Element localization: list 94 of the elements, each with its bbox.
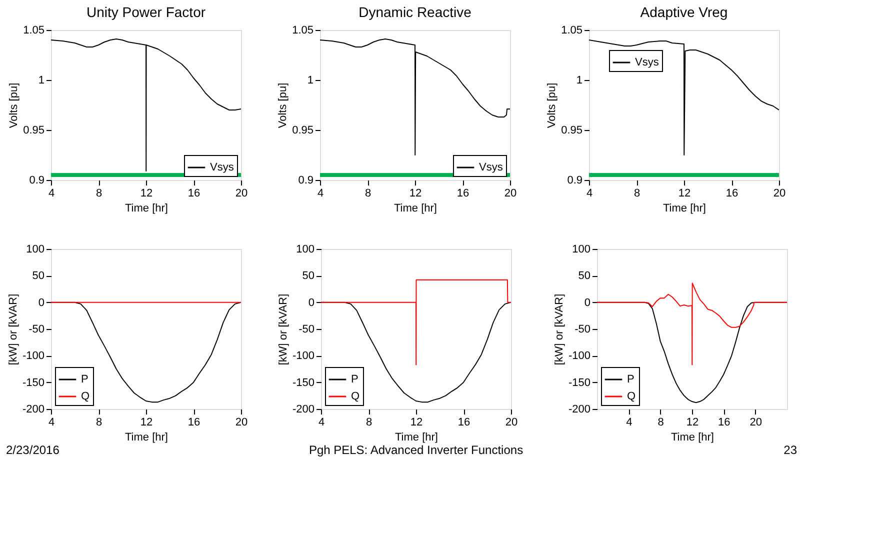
x-tick-label: 16: [726, 188, 738, 200]
x-tick-label: 4: [318, 416, 325, 428]
y-tick-label: 0: [308, 296, 314, 309]
legend-label: Vsys: [210, 162, 234, 174]
legend-label: Q: [627, 390, 636, 402]
y-tick-label: 0: [584, 296, 590, 309]
legend-label: Vsys: [635, 56, 660, 68]
line-series: [597, 282, 787, 366]
legend-label: P: [81, 374, 88, 386]
x-tick-label: 4: [626, 416, 632, 428]
y-tick-label: -50: [28, 324, 44, 336]
x-tick-label: 20: [235, 188, 248, 200]
y-tick-label: -150: [568, 376, 590, 389]
y-tick-label: 50: [32, 270, 44, 282]
y-tick-label: 50: [578, 270, 590, 282]
y-tick-label: 0.9: [567, 174, 582, 186]
legend-label: P: [627, 374, 634, 386]
x-tick-label: 20: [773, 188, 786, 200]
y-tick-label: 0.9: [29, 174, 44, 186]
y-axis-title: [kW] or [kVAR]: [7, 294, 20, 366]
x-axis-title: Time [hr]: [394, 202, 437, 214]
legend-label: Vsys: [479, 162, 504, 174]
x-tick-label: 20: [750, 416, 762, 428]
x-tick-label: 16: [718, 416, 730, 428]
y-tick-label: -200: [568, 404, 590, 416]
x-tick-label: 8: [96, 188, 102, 200]
x-tick-label: 8: [634, 188, 640, 200]
x-tick-label: 12: [410, 416, 423, 428]
x-tick-label: 20: [235, 416, 248, 428]
y-tick-label: 100: [572, 244, 590, 256]
y-tick-label: 0.95: [561, 124, 582, 136]
x-axis-title: Time [hr]: [663, 202, 706, 214]
y-tick-label: -200: [292, 404, 314, 416]
legend-label: Q: [351, 390, 360, 402]
x-tick-label: 4: [317, 188, 324, 200]
y-tick-label: -100: [292, 350, 314, 362]
x-tick-label: 12: [686, 416, 699, 428]
x-tick-label: 12: [140, 416, 153, 428]
y-tick-label: -150: [292, 376, 314, 389]
y-tick-label: -100: [568, 350, 590, 362]
text: 23: [784, 443, 798, 457]
x-axis-title: Time [hr]: [125, 432, 168, 444]
legend-label: Q: [81, 390, 90, 402]
x-tick-label: 8: [364, 188, 372, 200]
x-tick-label: 8: [96, 416, 102, 428]
y-tick-label: -100: [22, 350, 44, 362]
x-axis-title: Time [hr]: [125, 202, 168, 214]
x-tick-label: 12: [678, 188, 691, 200]
y-axis-title: [kW] or [kVAR]: [277, 294, 290, 366]
y-tick-label: -50: [298, 324, 314, 336]
y-tick-label: 1.05: [561, 24, 582, 36]
x-tick-label: 4: [48, 416, 55, 428]
y-tick-label: 0: [38, 296, 44, 309]
line-series: [589, 40, 779, 156]
y-tick-label: 0.95: [292, 124, 314, 136]
x-tick-label: 8: [658, 416, 664, 428]
x-tick-label: 16: [458, 416, 470, 428]
x-tick-label: 8: [366, 416, 372, 428]
x-tick-label: 20: [505, 416, 518, 428]
y-tick-label: 100: [26, 244, 44, 256]
x-tick-label: 16: [188, 188, 200, 200]
y-tick-label: 1.05: [23, 24, 44, 36]
y-tick-label: 1: [576, 74, 582, 86]
y-tick-label: 1: [307, 74, 314, 86]
y-axis-title: Volts [pu]: [277, 82, 290, 128]
y-tick-label: 50: [302, 270, 314, 282]
x-tick-label: 20: [504, 188, 517, 200]
y-tick-label: 0.9: [298, 174, 314, 186]
text: 2/23/2016: [6, 443, 60, 457]
x-axis-title: Time [hr]: [395, 432, 438, 444]
y-tick-label: -200: [22, 404, 44, 416]
y-tick-label: -150: [22, 376, 44, 389]
chart-title: Unity Power Factor: [86, 4, 206, 20]
text: Pgh PELS: Advanced Inverter Functions: [308, 443, 524, 457]
y-axis-title: Volts [pu]: [546, 82, 558, 128]
x-tick-label: 4: [48, 188, 55, 200]
chart-title: Dynamic Reactive: [358, 4, 472, 20]
y-tick-label: 100: [296, 244, 314, 256]
y-axis-title: [kW] or [kVAR]: [553, 294, 566, 366]
y-axis-title: Volts [pu]: [8, 82, 20, 128]
x-tick-label: 4: [586, 188, 593, 200]
line-series: [51, 38, 241, 172]
x-tick-label: 16: [456, 188, 470, 200]
x-axis-title: Time [hr]: [671, 432, 714, 444]
chart-title: Adaptive Vreg: [640, 4, 728, 20]
x-tick-label: 12: [409, 188, 422, 200]
y-tick-label: 1: [38, 74, 44, 86]
y-tick-label: 0.95: [23, 124, 44, 136]
y-tick-label: 1.05: [292, 24, 314, 36]
x-tick-label: 16: [188, 416, 200, 428]
line-series: [320, 38, 510, 156]
legend-label: P: [351, 374, 358, 386]
y-tick-label: -50: [574, 324, 590, 336]
x-tick-label: 12: [140, 188, 153, 200]
